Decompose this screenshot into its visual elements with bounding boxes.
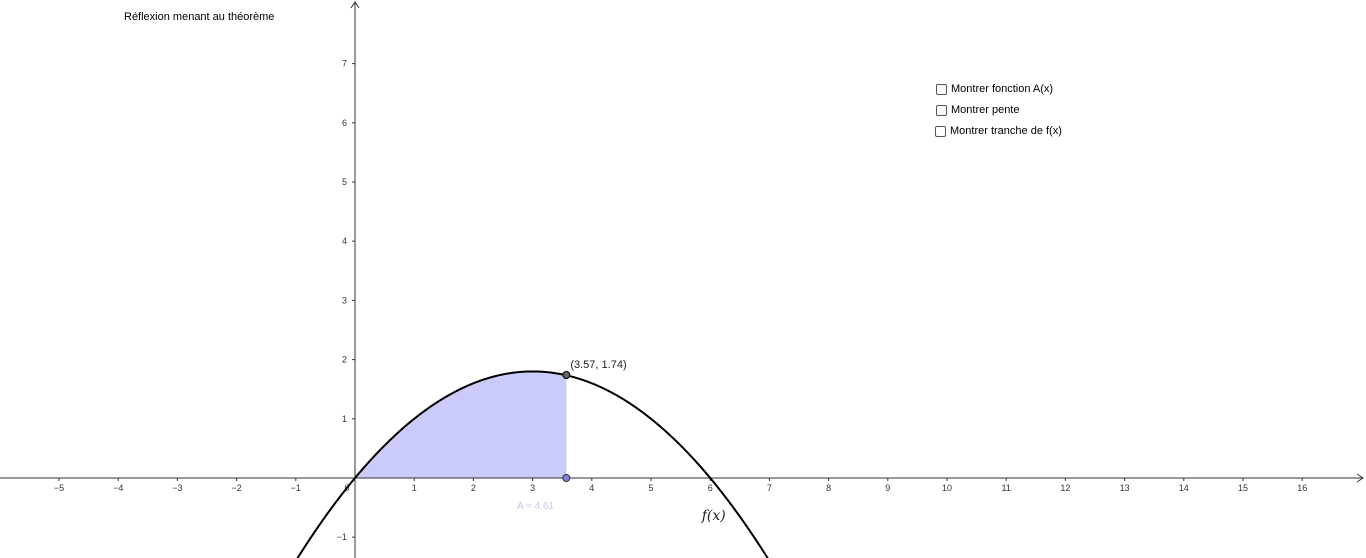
y-tick-label: 7 (342, 59, 347, 69)
x-tick-label: 16 (1297, 483, 1307, 493)
point-label: (3.57, 1.74) (570, 359, 626, 371)
x-tick-label: 4 (589, 483, 594, 493)
x-tick-label: −2 (231, 483, 241, 493)
y-tick-label: 4 (342, 236, 347, 246)
show-area-function-checkbox[interactable]: Montrer fonction A(x) (936, 83, 1053, 95)
checkbox-label: Montrer tranche de f(x) (950, 125, 1062, 137)
checkbox-box[interactable] (935, 125, 946, 137)
curve-point[interactable] (562, 370, 571, 379)
x-tick-label: 7 (767, 483, 772, 493)
x-tick-label: 5 (648, 483, 653, 493)
checkbox-label: Montrer pente (951, 104, 1020, 116)
x-tick-label: −3 (172, 483, 182, 493)
show-slope-checkbox[interactable]: Montrer pente (936, 104, 1019, 116)
shaded-area (355, 371, 567, 478)
y-tick-label: 2 (342, 355, 347, 365)
x-tick-label: 13 (1120, 483, 1130, 493)
checkbox-label: Montrer fonction A(x) (951, 83, 1054, 95)
x-tick-label: 8 (826, 483, 831, 493)
x-tick-label: 3 (530, 483, 535, 493)
y-axis-ticks: −1 1 2 3 4 5 6 7 (337, 59, 355, 542)
x-tick-label: 9 (885, 483, 890, 493)
y-tick-label: −1 (337, 532, 347, 542)
checkbox-box[interactable] (936, 83, 947, 95)
x-tick-label: 14 (1179, 483, 1189, 493)
page-title: Réflexion menant au théorème (124, 11, 275, 23)
show-slice-checkbox[interactable]: Montrer tranche de f(x) (935, 125, 1062, 137)
x-tick-label: 15 (1238, 483, 1248, 493)
x-tick-label: −5 (54, 483, 64, 493)
x-axis-ticks: −5 −4 −3 −2 −1 0 1 2 3 4 5 6 7 8 9 10 11 12 13 14 15 16 (54, 478, 1307, 493)
y-tick-label: 5 (342, 177, 347, 187)
x-tick-label: 11 (1002, 483, 1011, 493)
x-tick-label: 2 (471, 483, 476, 493)
checkbox-box[interactable] (936, 104, 947, 116)
y-tick-label: 6 (342, 118, 347, 128)
foot-point[interactable] (562, 474, 571, 482)
x-tick-label: 12 (1060, 483, 1070, 493)
x-tick-label: −1 (291, 483, 301, 493)
x-tick-label: 10 (942, 483, 952, 493)
x-tick-label: 1 (412, 483, 417, 493)
y-tick-label: 1 (342, 414, 347, 424)
function-curve[interactable] (287, 370, 769, 558)
function-label: f(x) (701, 508, 726, 524)
x-tick-label: 6 (708, 483, 713, 493)
y-tick-label: 3 (342, 295, 347, 305)
area-label: A = 4.61 (517, 501, 554, 512)
x-tick-label: −4 (113, 483, 123, 493)
